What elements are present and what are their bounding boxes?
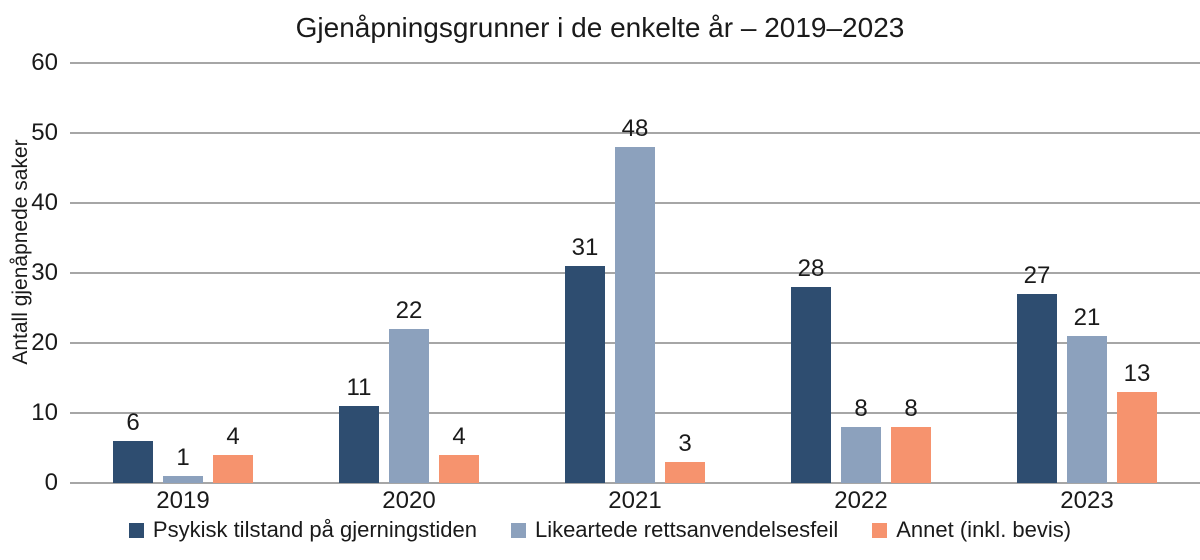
legend-label: Likeartede rettsanvendelsesfeil xyxy=(534,517,839,542)
bar-group-2022: 28 8 8 xyxy=(748,255,974,483)
bar xyxy=(389,329,429,483)
bar-cell: 8 xyxy=(891,395,931,483)
bar-value-label: 13 xyxy=(1123,360,1151,388)
bar-value-label: 48 xyxy=(621,115,649,143)
bar xyxy=(339,406,379,483)
bar-value-label: 28 xyxy=(797,255,825,283)
bar-cell: 27 xyxy=(1017,262,1057,483)
bar-value-label: 3 xyxy=(678,430,692,458)
x-axis-label-2022: 2022 xyxy=(834,487,888,514)
y-tick-label-0: 0 xyxy=(44,469,58,496)
bar-cell: 21 xyxy=(1067,304,1107,483)
bar xyxy=(565,266,605,483)
legend-swatch-icon xyxy=(510,522,526,538)
y-tick-label-10: 10 xyxy=(31,399,58,426)
legend-item: Psykisk tilstand på gjerningstiden xyxy=(128,517,477,543)
bar-cell: 8 xyxy=(841,395,881,483)
bar-cell: 28 xyxy=(791,255,831,483)
bar xyxy=(1117,392,1157,483)
legend-swatch-icon xyxy=(872,522,888,538)
bar-group-2023: 27 21 13 xyxy=(974,262,1200,483)
bar-value-label: 31 xyxy=(571,234,599,262)
bar-group-2020: 11 22 4 xyxy=(296,297,522,483)
bar xyxy=(615,147,655,483)
bar-value-label: 11 xyxy=(346,374,372,402)
bar-cell: 22 xyxy=(389,297,429,483)
gridline-y-50 xyxy=(70,132,1200,134)
legend-swatch-icon xyxy=(128,522,144,538)
y-tick-label-50: 50 xyxy=(31,119,58,146)
bar xyxy=(1017,294,1057,483)
y-axis-tick-labels: 0 10 20 30 40 50 60 xyxy=(0,49,58,496)
y-tick-label-30: 30 xyxy=(31,259,58,286)
bar-cell: 4 xyxy=(439,423,479,483)
x-axis-label-2023: 2023 xyxy=(1060,487,1114,514)
bar-group-2019: 6 1 4 xyxy=(70,409,296,483)
bar-value-label: 6 xyxy=(126,409,140,437)
plot-area: 6 1 4 11 22 4 31 48 3 28 8 8 27 21 13 xyxy=(70,62,1200,484)
y-tick-label-20: 20 xyxy=(31,329,58,356)
bar xyxy=(841,427,881,483)
bar-group-2021: 31 48 3 xyxy=(522,115,748,483)
bar xyxy=(1067,336,1107,483)
legend-item: Likeartede rettsanvendelsesfeil xyxy=(510,517,839,543)
chart-legend: Psykisk tilstand på gjerningstiden Likear… xyxy=(0,517,1200,543)
bar xyxy=(213,455,253,483)
chart-title: Gjenåpningsgrunner i de enkelte år – 201… xyxy=(295,12,905,43)
bar-cell: 48 xyxy=(615,115,655,483)
bar xyxy=(113,441,153,483)
bar-value-label: 8 xyxy=(854,395,868,423)
x-axis-label-2020: 2020 xyxy=(382,487,436,514)
bar-value-label: 27 xyxy=(1023,262,1051,290)
legend-label: Psykisk tilstand på gjerningstiden xyxy=(152,517,477,542)
bar-value-label: 8 xyxy=(904,395,918,423)
x-axis-line xyxy=(70,482,1200,484)
bar-value-label: 4 xyxy=(226,423,240,451)
bar xyxy=(439,455,479,483)
bar-value-label: 22 xyxy=(395,297,423,325)
legend-label: Annet (inkl. bevis) xyxy=(896,517,1072,542)
gridline-y-60 xyxy=(70,62,1200,64)
y-tick-label-40: 40 xyxy=(31,189,58,216)
x-axis-label-2021: 2021 xyxy=(608,487,662,514)
bar-cell: 13 xyxy=(1117,360,1157,483)
bar xyxy=(163,476,203,483)
bar-value-label: 4 xyxy=(452,423,466,451)
bar-value-label: 21 xyxy=(1073,304,1101,332)
y-tick-label-60: 60 xyxy=(31,49,58,76)
bar-cell: 3 xyxy=(665,430,705,483)
bar-cell: 6 xyxy=(113,409,153,483)
legend-item: Annet (inkl. bevis) xyxy=(872,517,1071,543)
bar-cell: 1 xyxy=(163,444,203,483)
x-axis-label-2019: 2019 xyxy=(156,487,210,514)
bar xyxy=(665,462,705,483)
bar xyxy=(791,287,831,483)
bar xyxy=(891,427,931,483)
bar-cell: 11 xyxy=(339,374,379,483)
bar-value-label: 1 xyxy=(176,444,190,472)
bar-cell: 4 xyxy=(213,423,253,483)
bar-cell: 31 xyxy=(565,234,605,483)
